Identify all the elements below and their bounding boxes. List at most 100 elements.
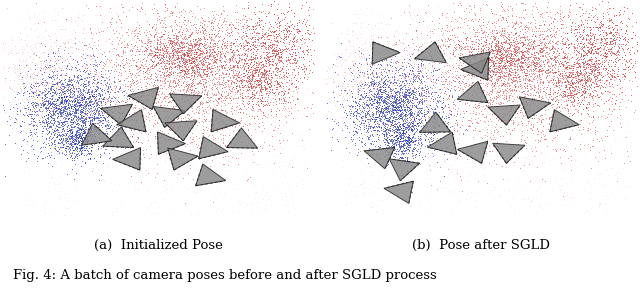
Point xyxy=(385,87,395,92)
Point xyxy=(163,55,173,59)
Point xyxy=(523,26,533,30)
Point xyxy=(52,139,63,144)
Point xyxy=(28,94,38,98)
Point xyxy=(21,72,31,77)
Point xyxy=(299,64,309,68)
Point xyxy=(340,202,351,207)
Point xyxy=(40,77,51,82)
Point xyxy=(22,102,33,107)
Point xyxy=(236,43,246,48)
Point xyxy=(18,150,28,155)
Point xyxy=(50,72,60,77)
Point xyxy=(77,133,87,137)
Point xyxy=(52,70,63,75)
Point xyxy=(246,84,256,89)
Point xyxy=(580,164,590,169)
Point xyxy=(538,37,548,42)
Point xyxy=(38,118,48,123)
Point xyxy=(423,14,433,19)
Point xyxy=(561,70,571,74)
Point xyxy=(273,15,283,20)
Point xyxy=(258,27,268,32)
Point xyxy=(282,30,292,35)
Point xyxy=(601,32,611,37)
Point xyxy=(100,129,111,133)
Point xyxy=(155,57,165,62)
Point xyxy=(300,194,310,199)
Point xyxy=(489,120,499,125)
Point xyxy=(161,182,172,186)
Point xyxy=(606,112,616,116)
Point xyxy=(264,160,275,165)
Point xyxy=(77,142,87,146)
Point xyxy=(351,131,362,135)
Point xyxy=(492,51,502,56)
Point xyxy=(486,77,497,82)
Point xyxy=(193,35,203,40)
Point xyxy=(47,84,57,88)
Point xyxy=(165,70,175,75)
Point xyxy=(420,98,431,103)
Point xyxy=(6,102,16,107)
Point xyxy=(191,50,201,55)
Point xyxy=(247,30,257,35)
Point xyxy=(403,98,413,103)
Point xyxy=(499,114,509,119)
Point xyxy=(88,64,99,68)
Point xyxy=(275,18,285,23)
Point xyxy=(381,113,391,118)
Point xyxy=(367,204,377,209)
Point xyxy=(409,115,419,120)
Point xyxy=(19,75,29,79)
Point xyxy=(145,182,156,187)
Point xyxy=(293,76,303,80)
Point xyxy=(219,58,229,63)
Point xyxy=(541,68,551,72)
Point xyxy=(507,51,517,56)
Point xyxy=(31,100,41,105)
Point xyxy=(227,87,237,92)
Point xyxy=(518,49,528,54)
Point xyxy=(199,31,209,36)
Point xyxy=(59,105,69,110)
Point xyxy=(568,95,579,100)
Point xyxy=(530,74,540,78)
Point xyxy=(383,84,393,89)
Point xyxy=(396,116,406,120)
Point xyxy=(274,23,284,28)
Point xyxy=(506,77,516,81)
Point xyxy=(220,72,230,77)
Point xyxy=(229,93,239,98)
Point xyxy=(626,61,636,66)
Point xyxy=(531,60,541,65)
Point xyxy=(195,62,205,67)
Point xyxy=(39,20,49,25)
Point xyxy=(24,15,34,20)
Point xyxy=(499,96,509,101)
Point xyxy=(47,81,57,86)
Point xyxy=(177,41,188,45)
Point xyxy=(61,99,72,104)
Point xyxy=(513,156,524,161)
Point xyxy=(96,111,106,116)
Point xyxy=(420,84,430,89)
Point xyxy=(49,93,59,97)
Point xyxy=(492,49,502,54)
Point xyxy=(428,135,438,140)
Point xyxy=(205,105,215,110)
Point xyxy=(343,54,353,58)
Point xyxy=(26,144,36,149)
Point xyxy=(550,60,560,65)
Point xyxy=(140,45,150,50)
Point xyxy=(433,99,444,104)
Point xyxy=(58,119,68,124)
Point xyxy=(122,110,132,114)
Point xyxy=(44,129,54,134)
Point xyxy=(553,66,563,71)
Point xyxy=(248,109,259,113)
Point xyxy=(524,25,534,30)
Point xyxy=(492,89,502,93)
Point xyxy=(41,135,51,140)
Point xyxy=(57,96,67,101)
Point xyxy=(536,152,546,156)
